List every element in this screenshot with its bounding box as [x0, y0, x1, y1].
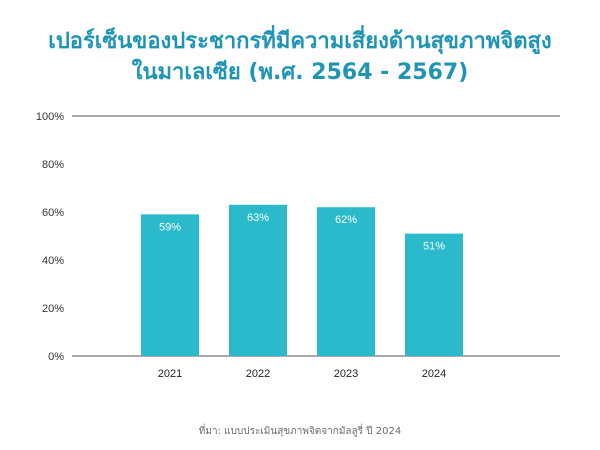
y-tick-label: 20% — [42, 303, 64, 315]
y-tick-label: 80% — [42, 159, 64, 171]
bar-value-label: 59% — [159, 221, 181, 233]
x-tick-label: 2021 — [158, 368, 182, 380]
bar — [229, 204, 287, 356]
bar-value-label: 51% — [423, 241, 445, 253]
bar — [317, 207, 375, 356]
chart-labels: 0% 20% 40% 60% 80% 100% 59% 2021 63% 2022 62% 2023 5… — [36, 111, 446, 380]
y-tick-label: 100% — [36, 111, 64, 123]
chart-title-line-2: ในมาเลเซีย (พ.ศ. 2564 - 2567) — [131, 60, 469, 85]
chart-bars — [141, 204, 463, 356]
bar — [141, 214, 199, 356]
y-tick-label: 0% — [48, 351, 64, 363]
chart-title-line-1: เปอร์เซ็นของประชากรที่มีความเสี่ยงด้านสุ… — [48, 29, 552, 54]
y-tick-label: 40% — [42, 255, 64, 267]
x-tick-label: 2024 — [422, 368, 446, 380]
bar — [405, 233, 463, 356]
bar-value-label: 62% — [335, 214, 357, 226]
y-tick-label: 60% — [42, 207, 64, 219]
bar-value-label: 63% — [247, 212, 269, 224]
x-tick-label: 2022 — [246, 368, 270, 380]
chart-title: เปอร์เซ็นของประชากรที่มีความเสี่ยงด้านสุ… — [0, 26, 600, 88]
x-tick-label: 2023 — [334, 368, 358, 380]
source-note: ที่มา: แบบประเมินสุขภาพจิตจากมัลลูรี่ ปี… — [198, 426, 402, 437]
